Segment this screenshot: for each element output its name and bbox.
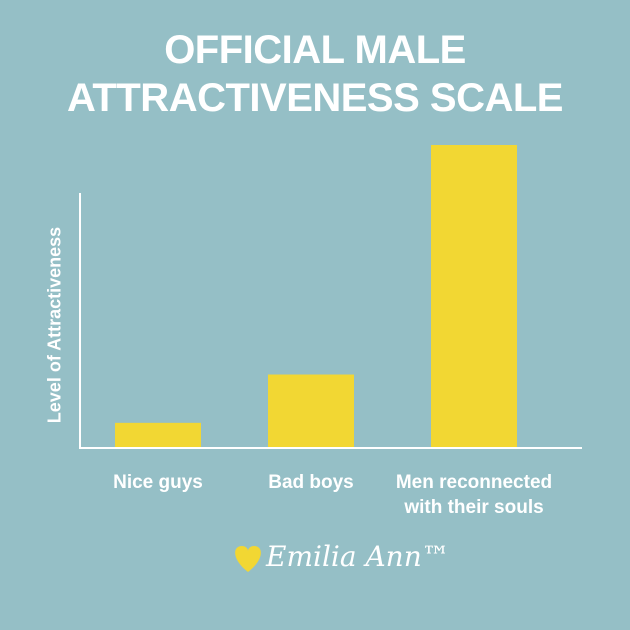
- logo: Emilia Ann™: [266, 540, 450, 573]
- chart-title: OFFICIAL MALE ATTRACTIVENESS SCALE: [67, 28, 563, 120]
- bar: [268, 374, 354, 447]
- x-tick-label: Men reconnected with their souls: [395, 472, 553, 518]
- logo-heart: [235, 546, 261, 572]
- x-tick-label: Bad boys: [268, 472, 354, 493]
- y-axis-label: Level of Attractiveness: [44, 226, 65, 424]
- x-tick-label: Nice guys: [113, 472, 203, 493]
- bar: [431, 145, 517, 447]
- bar: [115, 422, 201, 447]
